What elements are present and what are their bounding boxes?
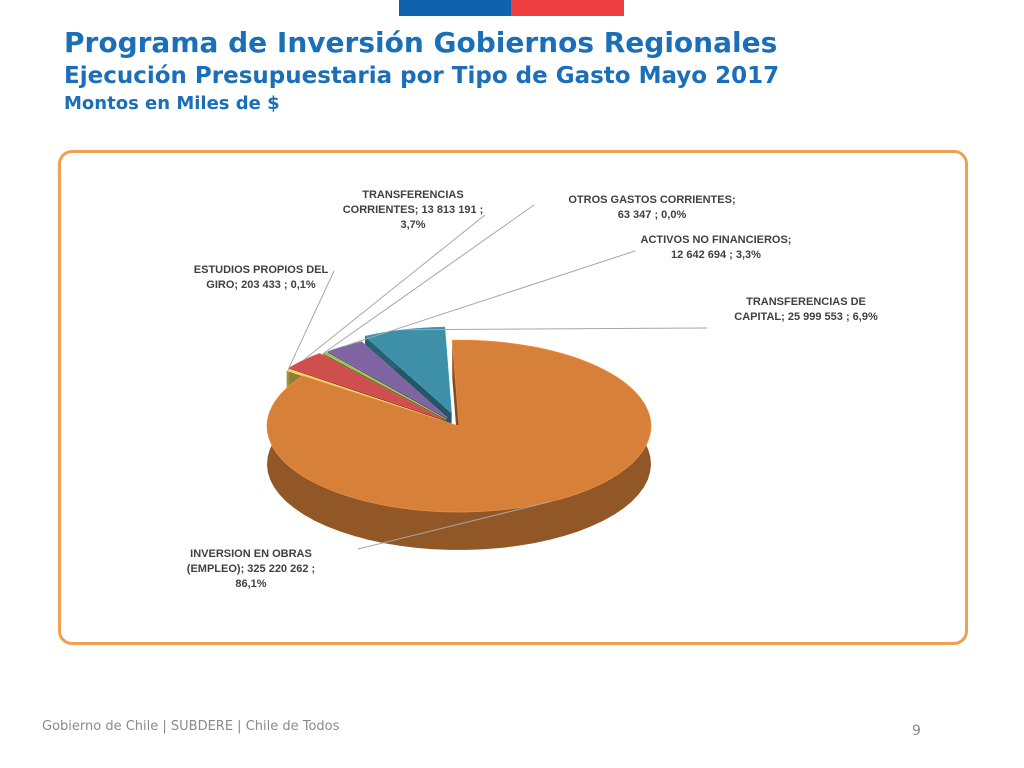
chart-frame: INVERSION EN OBRAS (EMPLEO); 325 220 262 … (58, 150, 968, 645)
pie-data-label-line: 12 642 694 ; 3,3% (671, 249, 761, 261)
pie-slice-top-5 (364, 326, 452, 414)
pie-leader-line-4 (344, 250, 636, 347)
pie-data-label-3: OTROS GASTOS CORRIENTES; 63 347 ; 0,0% (568, 194, 735, 221)
pie-data-label-5: TRANSFERENCIAS DE CAPITAL; 25 999 553 ; 6… (734, 296, 878, 323)
pie-data-label-line: OTROS GASTOS CORRIENTES; (568, 194, 735, 206)
pie-data-label-4: ACTIVOS NO FINANCIEROS; 12 642 694 ; 3,3% (641, 234, 792, 261)
pie-leader-line-3 (324, 204, 535, 354)
units-caption: Montos en Miles de $ (64, 93, 280, 114)
page-title: Programa de Inversión Gobiernos Regional… (64, 26, 778, 59)
pie-data-label-line: 3,7% (400, 219, 425, 231)
pie-data-label-line: CORRIENTES; 13 813 191 ; (343, 204, 484, 216)
pie-slice-0 (266, 339, 652, 550)
pie-data-label-line: ACTIVOS NO FINANCIEROS; (641, 234, 792, 246)
pie-data-label-1: ESTUDIOS PROPIOS DEL GIRO; 203 433 ; 0,1% (194, 264, 329, 291)
pie-data-label-line: TRANSFERENCIAS DE (746, 296, 866, 308)
pie-chart: INVERSION EN OBRAS (EMPLEO); 325 220 262 … (187, 189, 878, 590)
pie-data-label-line: CAPITAL; 25 999 553 ; 6,9% (734, 311, 878, 323)
pie-data-label-line: ESTUDIOS PROPIOS DEL (194, 264, 329, 276)
pie-leader-line-2 (303, 214, 486, 361)
pie-data-label-2: TRANSFERENCIAS CORRIENTES; 13 813 191 ; 3,… (343, 189, 484, 231)
pie-data-label-0: INVERSION EN OBRAS (EMPLEO); 325 220 262 … (187, 548, 315, 590)
pie-data-label-line: GIRO; 203 433 ; 0,1% (206, 279, 316, 291)
pie-slice-top-4 (327, 341, 449, 419)
pie-data-label-line: 63 347 ; 0,0% (618, 209, 687, 221)
pie-data-label-line: 86,1% (235, 578, 266, 590)
pie-data-label-line: (EMPLEO); 325 220 262 ; (187, 563, 315, 575)
page-number: 9 (912, 723, 921, 739)
page-subtitle: Ejecución Presupuestaria por Tipo de Gas… (64, 63, 780, 89)
flag-red-stripe (511, 0, 624, 16)
pie-data-label-line: INVERSION EN OBRAS (190, 548, 312, 560)
pie-data-label-line: TRANSFERENCIAS (362, 189, 463, 201)
pie-leader-line-1 (287, 270, 335, 371)
flag-blue-stripe (399, 0, 511, 16)
pie-leader-line-0 (357, 501, 550, 550)
footer-text: Gobierno de Chile | SUBDERE | Chile de T… (42, 719, 340, 734)
pie-leader-line-5 (403, 327, 708, 331)
